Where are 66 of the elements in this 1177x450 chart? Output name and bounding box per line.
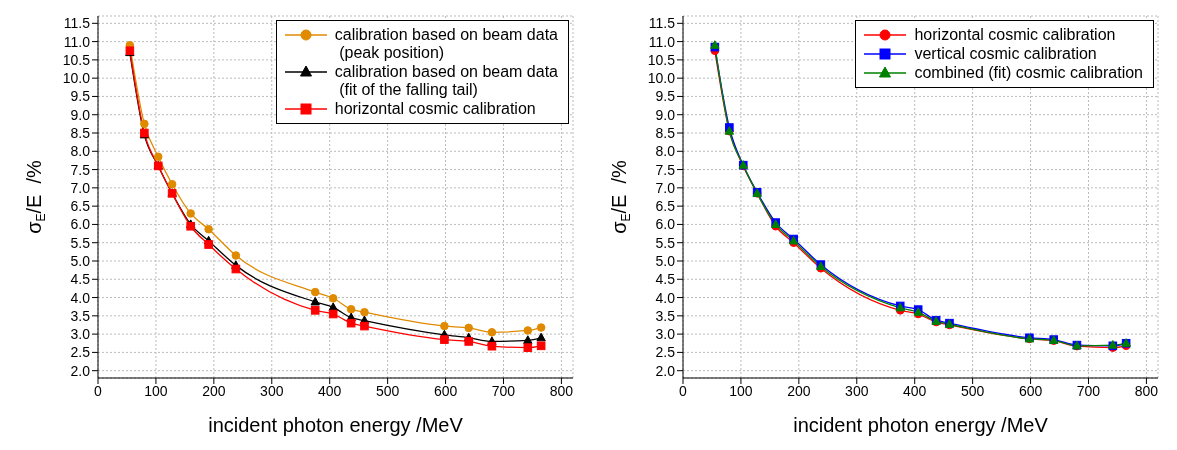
y-tick-label: 7.0	[70, 179, 91, 196]
y-tick-label: 11.0	[648, 33, 676, 50]
y-tick-label: 3.0	[655, 326, 676, 343]
y-tick-label: 4.5	[655, 271, 676, 288]
y-tick-label: 5.0	[655, 252, 676, 269]
y-tick-label: 9.5	[70, 88, 91, 105]
y-tick-label: 5.0	[70, 252, 91, 269]
y-tick-label: 2.0	[655, 362, 676, 379]
legend-label: combined (fit) cosmic calibration	[914, 64, 1143, 82]
x-tick-label: 300	[845, 382, 869, 399]
x-tick-label: 200	[202, 382, 226, 399]
y-tick-label: 2.5	[70, 344, 91, 361]
y-tick-label: 4.5	[70, 271, 91, 288]
y-tick-label: 8.5	[70, 124, 91, 141]
x-tick-label: 700	[491, 382, 516, 399]
y-tick-label: 3.5	[70, 307, 91, 324]
y-tick-label: 8.5	[655, 124, 676, 141]
y-tick-label: 9.0	[655, 106, 676, 123]
y-tick-label: 11.0	[63, 33, 91, 50]
y-tick-label: 8.0	[70, 143, 91, 160]
y-tick-label: 2.5	[655, 344, 676, 361]
y-tick-label: 10.0	[62, 70, 91, 87]
y-tick-label: 10.5	[62, 51, 91, 68]
legend-label: calibration based on beam data (fit of the falling tail)	[334, 63, 558, 99]
y-tick-label: 7.5	[70, 161, 91, 178]
x-axis-title: incident photon energy /MeV	[793, 414, 1049, 436]
y-tick-label: 10.0	[647, 70, 676, 87]
x-tick-label: 400	[903, 382, 927, 399]
y-tick-label: 5.5	[655, 234, 676, 251]
x-tick-label: 500	[375, 382, 400, 399]
x-tick-label: 500	[960, 382, 985, 399]
y-tick-label: 7.5	[655, 161, 676, 178]
x-tick-label: 800	[549, 382, 574, 399]
x-tick-label: 400	[318, 382, 342, 399]
y-tick-label: 6.5	[655, 198, 676, 215]
x-tick-label: 300	[260, 382, 284, 399]
x-tick-label: 800	[1134, 382, 1159, 399]
legend-label: vertical cosmic calibration	[914, 45, 1097, 63]
y-tick-label: 9.5	[655, 88, 676, 105]
y-tick-label: 2.0	[70, 362, 91, 379]
y-tick-label: 5.5	[70, 234, 91, 251]
y-tick-label: 3.5	[655, 307, 676, 324]
y-tick-label: 4.0	[70, 289, 91, 306]
y-tick-label: 10.5	[647, 51, 676, 68]
x-axis-title: incident photon energy /MeV	[208, 414, 464, 436]
y-tick-label: 4.0	[655, 289, 676, 306]
x-tick-label: 100	[144, 382, 168, 399]
legend-label: horizontal cosmic calibration	[914, 26, 1116, 44]
x-tick-label: 600	[1018, 382, 1043, 399]
x-tick-label: 200	[787, 382, 811, 399]
legend-label: horizontal cosmic calibration	[334, 100, 536, 118]
x-tick-label: 700	[1076, 382, 1101, 399]
y-tick-label: 11.5	[648, 15, 676, 32]
legend-label: calibration based on beam data (peak position)	[334, 26, 558, 62]
y-tick-label: 11.5	[63, 15, 91, 32]
x-tick-label: 0	[679, 382, 688, 399]
y-tick-label: 6.0	[70, 216, 91, 233]
y-tick-label: 7.0	[655, 179, 676, 196]
x-tick-label: 600	[433, 382, 458, 399]
y-tick-label: 6.0	[655, 216, 676, 233]
y-tick-label: 6.5	[70, 198, 91, 215]
y-tick-label: 9.0	[70, 106, 91, 123]
x-tick-label: 0	[94, 382, 103, 399]
x-tick-label: 100	[729, 382, 753, 399]
y-tick-label: 3.0	[70, 326, 91, 343]
y-tick-label: 8.0	[655, 143, 676, 160]
